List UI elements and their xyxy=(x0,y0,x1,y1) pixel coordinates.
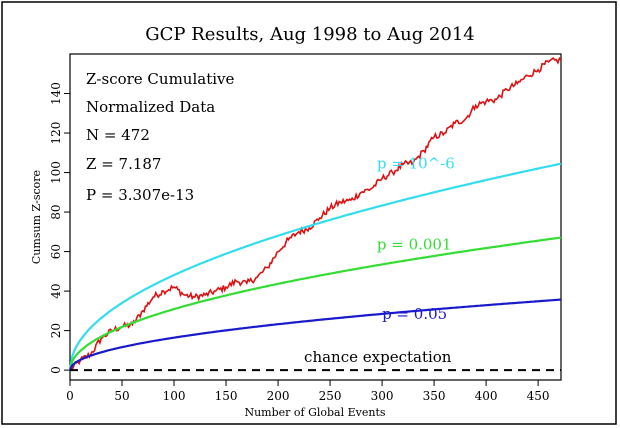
y-tick-label: 100 xyxy=(49,161,63,184)
series-line-2 xyxy=(68,236,562,371)
series-label-1: p = 10^-6 xyxy=(377,155,455,173)
x-tick-label: 200 xyxy=(267,389,290,403)
y-tick-label: 80 xyxy=(49,204,63,219)
annotation-subheader: Normalized Data xyxy=(86,98,215,116)
x-tick-label: 350 xyxy=(423,389,446,403)
chart-title: GCP Results, Aug 1998 to Aug 2014 xyxy=(145,24,475,45)
y-tick-label: 60 xyxy=(49,244,63,259)
y-tick-label: 140 xyxy=(49,82,63,105)
plot-area xyxy=(69,53,562,381)
x-tick-label: 0 xyxy=(66,389,74,403)
annotation-z: Z = 7.187 xyxy=(86,155,161,173)
x-tick-label: 300 xyxy=(371,389,394,403)
y-tick-label: 40 xyxy=(49,283,63,298)
series-label-3: p = 0.05 xyxy=(382,305,447,323)
series-line-0 xyxy=(69,56,562,371)
x-tick-label: 250 xyxy=(319,389,342,403)
x-axis: 0 50 100 150 200 250 300 350 400 450 xyxy=(66,380,550,403)
x-tick-label: 450 xyxy=(527,389,550,403)
series-label-2: p = 0.001 xyxy=(377,236,452,254)
y-tick-label: 120 xyxy=(49,122,63,145)
x-axis-label: Number of Global Events xyxy=(244,406,385,419)
series-lines xyxy=(68,56,562,372)
annotation-n: N = 472 xyxy=(86,126,150,144)
y-tick-label: 0 xyxy=(49,366,63,374)
y-axis-label: Cumsum Z-score xyxy=(30,170,43,264)
x-tick-label: 100 xyxy=(163,389,186,403)
series-line-3 xyxy=(68,298,562,371)
series-label-4: chance expectation xyxy=(304,348,452,366)
x-tick-label: 400 xyxy=(475,389,498,403)
series-line-1 xyxy=(68,162,562,371)
x-tick-label: 150 xyxy=(215,389,238,403)
x-tick-label: 50 xyxy=(114,389,129,403)
series-labels: p = 10^-6 p = 0.001 p = 0.05 chance expecta… xyxy=(304,155,455,367)
y-tick-label: 20 xyxy=(49,323,63,338)
annotation-header: Z-score Cumulative xyxy=(86,70,234,88)
stats-annotations: Z-score Cumulative Normalized Data N = 4… xyxy=(86,70,234,204)
y-axis: 0 20 40 60 80 100 120 140 xyxy=(49,82,70,374)
annotation-p: P = 3.307e-13 xyxy=(86,186,194,204)
